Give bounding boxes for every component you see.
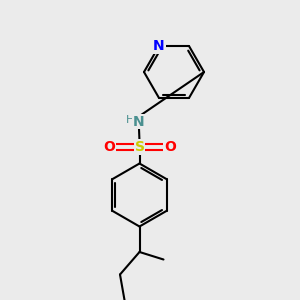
Text: O: O <box>164 140 176 154</box>
Text: O: O <box>103 140 115 154</box>
Text: H: H <box>126 115 135 125</box>
Text: N: N <box>153 39 165 53</box>
Text: N: N <box>133 115 145 128</box>
Text: S: S <box>134 140 145 154</box>
